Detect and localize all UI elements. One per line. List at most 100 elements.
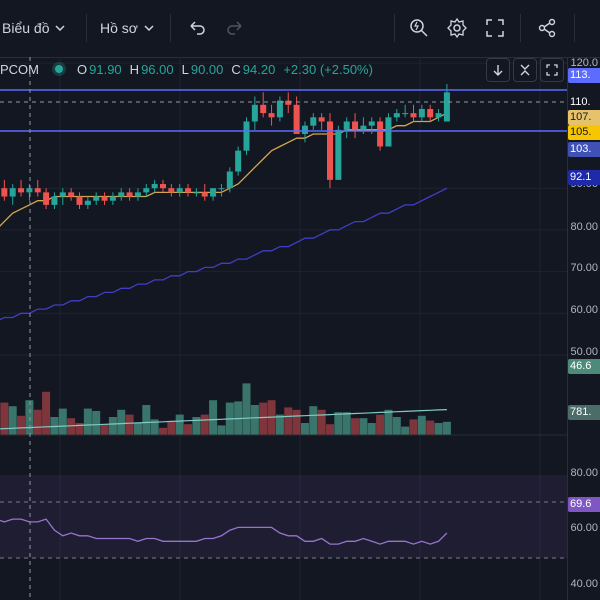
candle-body xyxy=(243,121,250,151)
candle-body xyxy=(385,117,392,147)
volume-bar xyxy=(300,423,309,435)
price-tick: 60.00 xyxy=(570,304,598,316)
settings-button[interactable] xyxy=(443,14,471,42)
volume-bar xyxy=(150,419,159,435)
candle-body xyxy=(276,100,283,118)
candle-body xyxy=(168,188,175,193)
candle-body xyxy=(76,196,83,205)
candle-body xyxy=(185,188,192,193)
price-axis[interactable]: 120.0 90.00 80.00 70.00 60.00 50.00 80.0… xyxy=(567,57,600,600)
price-tick: 70.00 xyxy=(570,262,598,274)
candle-body xyxy=(9,188,16,197)
volume-bar xyxy=(125,414,134,435)
candle-body xyxy=(43,192,50,205)
volume-bar xyxy=(175,414,184,435)
volume-bar xyxy=(58,408,67,435)
candle-body xyxy=(101,196,108,201)
candle-body xyxy=(402,113,409,115)
fullscreen-icon xyxy=(486,19,504,37)
redo-button[interactable] xyxy=(221,14,249,42)
volume-bar xyxy=(42,391,51,435)
volume-bar xyxy=(434,423,443,435)
candle-body xyxy=(293,104,300,134)
volume-bar xyxy=(426,420,435,435)
share-icon xyxy=(538,18,556,38)
candle-body xyxy=(26,188,33,193)
volume-bar xyxy=(326,424,334,435)
arrow-down-icon xyxy=(493,65,503,76)
volume-bar xyxy=(142,405,151,435)
price-label-ma-fast: 107. xyxy=(568,110,600,125)
rsi-tick: 40.00 xyxy=(570,578,598,590)
volume-bar xyxy=(409,419,418,435)
volume-bar xyxy=(108,417,117,435)
open-value: 91.90 xyxy=(89,61,122,77)
market-status-dot xyxy=(55,65,63,73)
toolbar-divider xyxy=(394,14,395,42)
toolbar-divider xyxy=(520,14,521,42)
volume-bar xyxy=(17,415,26,435)
volume-bar xyxy=(8,406,17,435)
slow-ma-line xyxy=(0,187,448,321)
symbol-name[interactable]: PCOM xyxy=(0,61,39,77)
candle-body xyxy=(34,188,41,193)
chart-menu-button[interactable]: Biểu đồ xyxy=(2,14,66,42)
volume-bar xyxy=(184,424,193,435)
volume-bar xyxy=(401,426,410,435)
chevron-down-icon xyxy=(55,25,66,31)
undo-button[interactable] xyxy=(183,14,211,42)
high-label: H xyxy=(129,61,140,77)
profile-menu-label: Hồ sơ xyxy=(100,20,138,36)
volume-bar xyxy=(200,414,209,435)
volume-bar xyxy=(351,418,360,435)
candle-body xyxy=(109,196,116,201)
low-label: L xyxy=(181,61,189,77)
volume-bar xyxy=(334,412,343,435)
move-down-button[interactable] xyxy=(486,58,510,82)
candle-body xyxy=(160,184,166,189)
candle-body xyxy=(176,188,183,193)
candle-body xyxy=(68,192,75,197)
candle-body xyxy=(418,108,425,118)
volume-bars xyxy=(0,383,451,435)
candle-body xyxy=(260,104,267,114)
chart-grid xyxy=(0,57,568,600)
candle-body xyxy=(18,188,25,193)
volume-bar xyxy=(376,414,385,435)
candle-body xyxy=(301,125,308,134)
volume-bar xyxy=(83,408,92,435)
volume-bar xyxy=(33,409,42,435)
volume-bar xyxy=(384,409,393,435)
price-tick: 50.00 xyxy=(570,346,598,358)
candle-body xyxy=(51,196,58,205)
candle-body xyxy=(235,150,242,172)
candle-body xyxy=(84,200,91,205)
price-label-lower-line: 103. xyxy=(568,142,600,157)
toolbar-divider xyxy=(86,14,87,42)
gear-icon xyxy=(447,17,467,39)
volume-bar xyxy=(417,415,426,435)
volume-bar xyxy=(0,402,9,435)
candle-body xyxy=(126,192,133,197)
fullscreen-button[interactable] xyxy=(481,14,509,42)
price-tick: 80.00 xyxy=(570,221,598,233)
volume-bar xyxy=(284,407,293,435)
share-button[interactable] xyxy=(533,14,561,42)
candle-body xyxy=(360,125,367,130)
profile-menu-button[interactable]: Hồ sơ xyxy=(100,14,154,42)
volume-bar xyxy=(167,421,176,435)
collapse-button[interactable] xyxy=(513,58,537,82)
toolbar-divider xyxy=(574,14,575,42)
volume-bar xyxy=(92,411,101,435)
volume-bar xyxy=(275,414,284,435)
volume-bar xyxy=(317,409,326,435)
candle-body xyxy=(226,171,233,189)
volume-bar xyxy=(67,418,76,435)
replay-button[interactable] xyxy=(405,14,433,42)
maximize-button[interactable] xyxy=(540,58,564,82)
volume-bar xyxy=(192,417,201,435)
volume-bar xyxy=(100,424,109,435)
price-label-ma-mid: 105. xyxy=(568,125,600,140)
volume-bar xyxy=(250,405,259,435)
